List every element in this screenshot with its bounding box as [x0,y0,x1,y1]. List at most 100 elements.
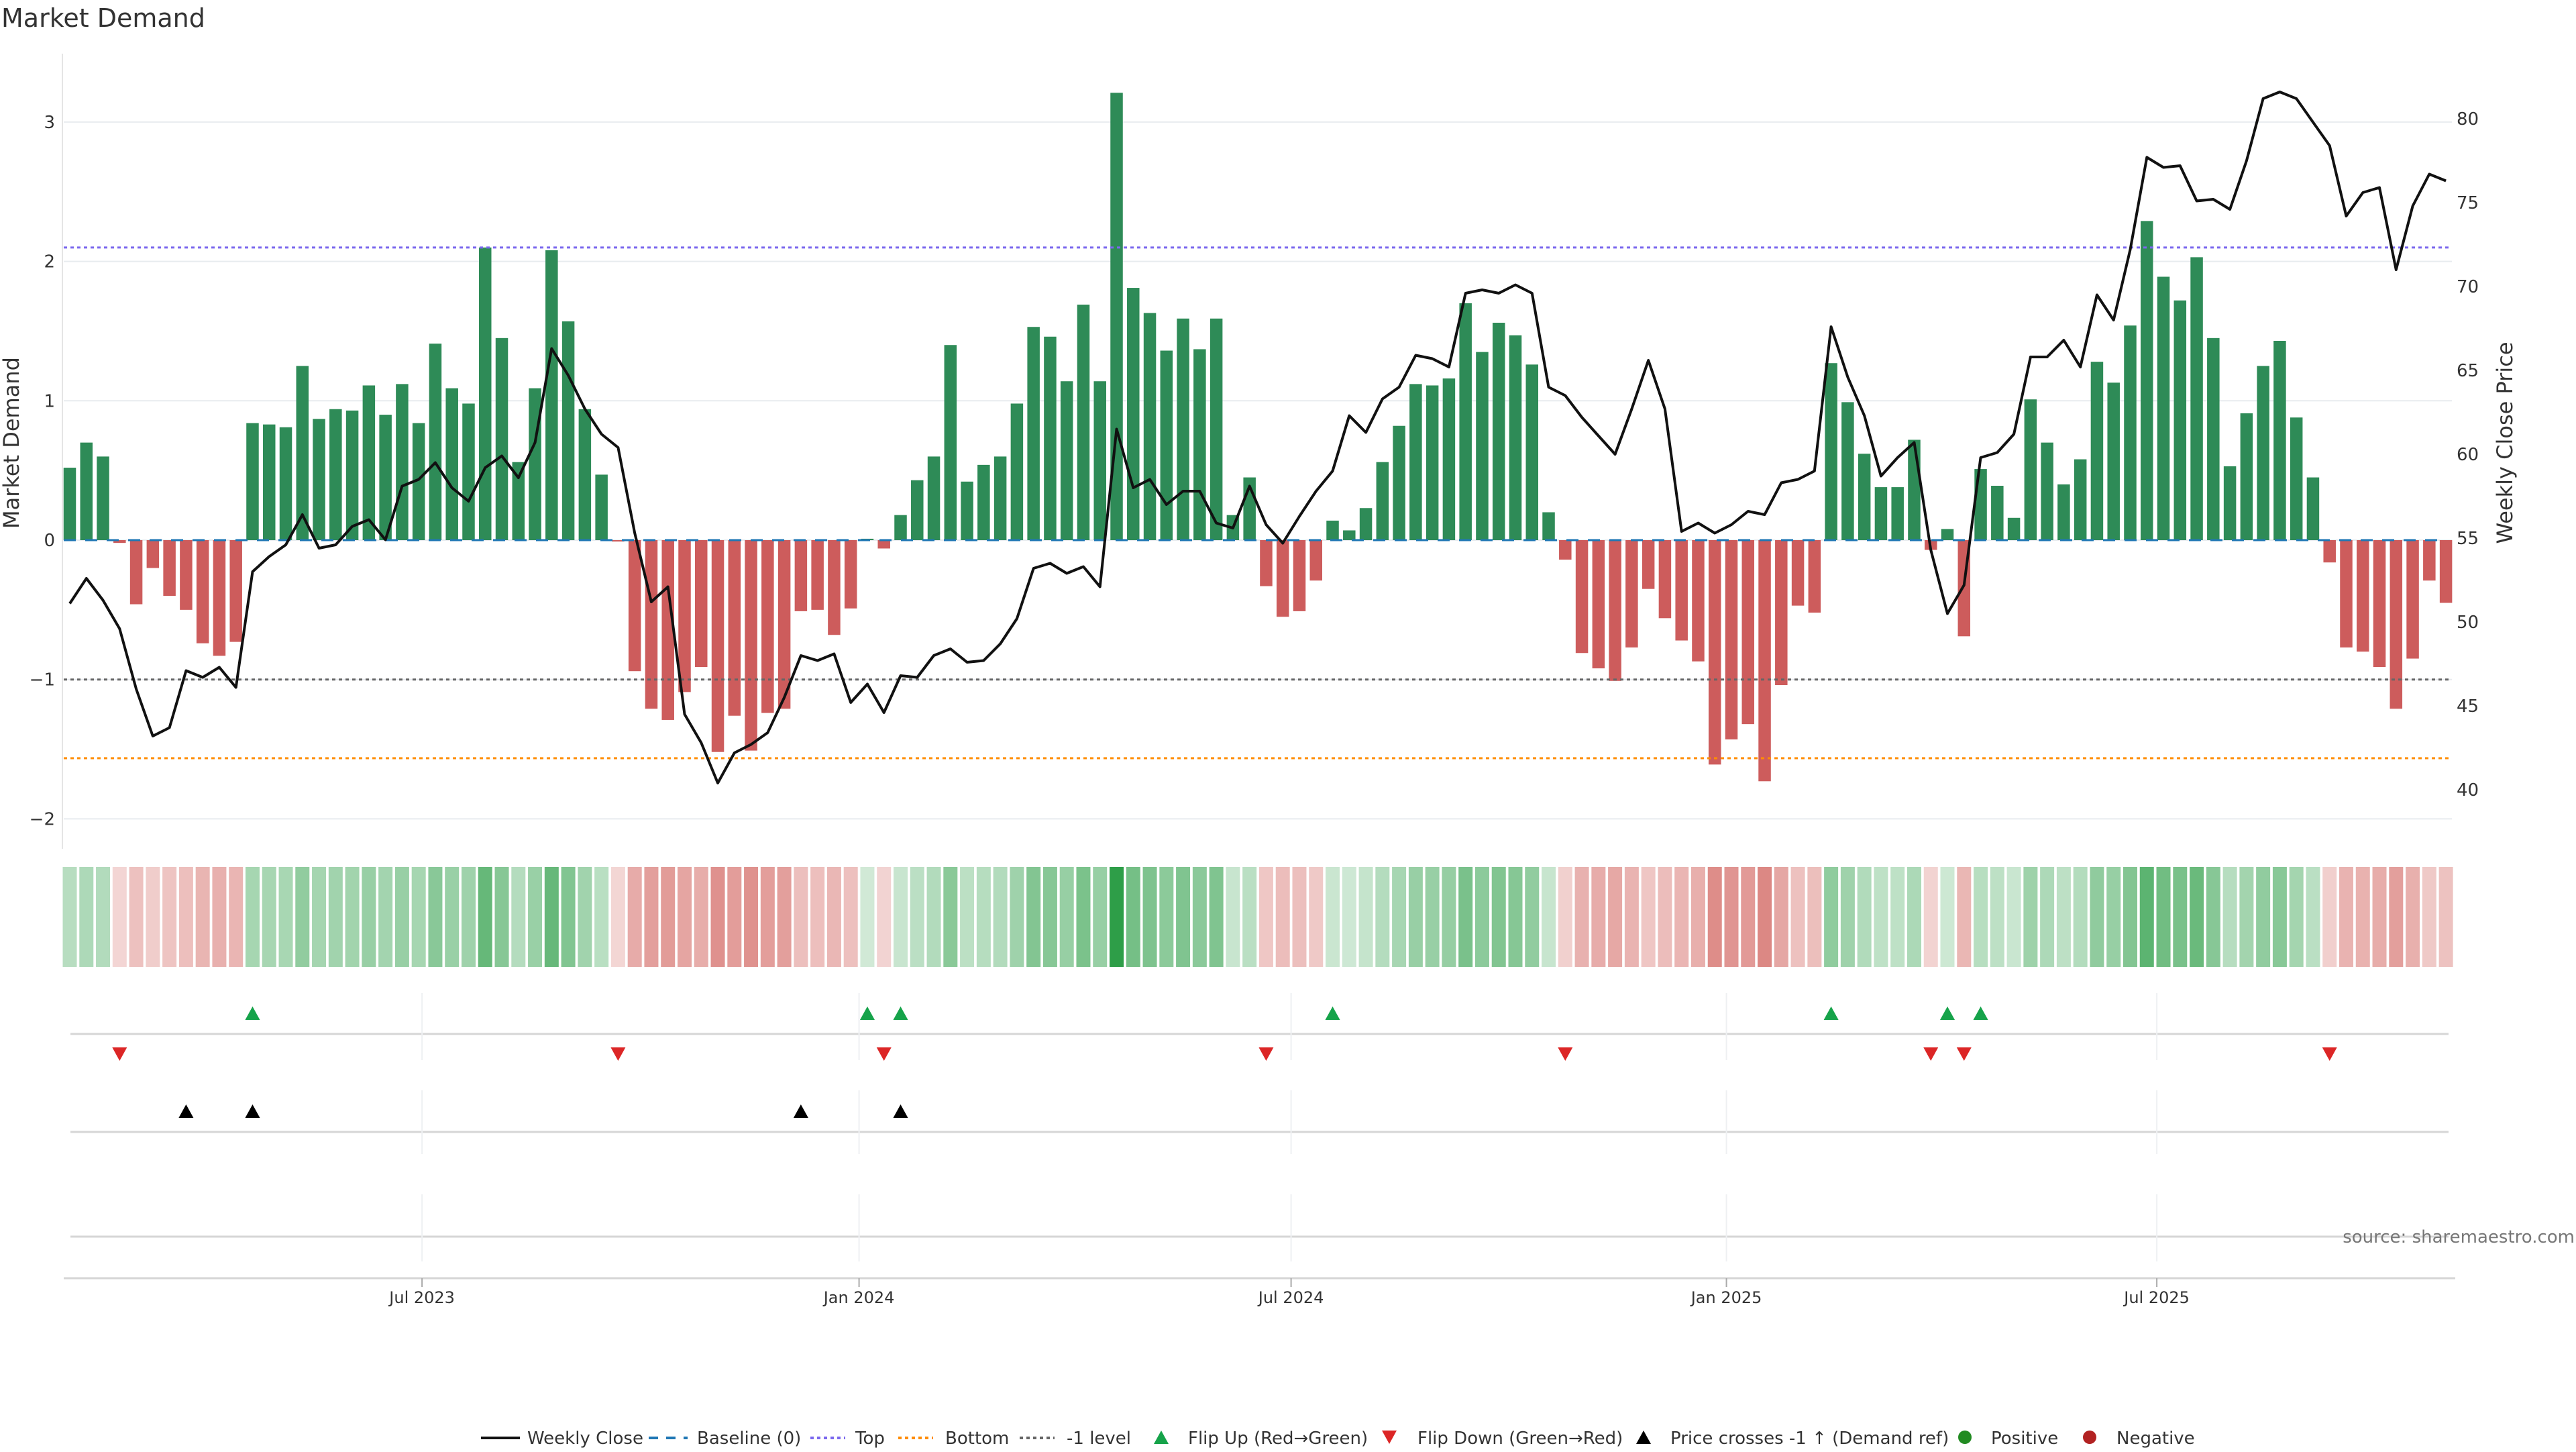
heatmap-cell [1774,867,1788,967]
left-axis-label: Market Demand [0,357,24,529]
heatmap-cell [1408,867,1423,967]
flip-up-marker [245,1006,260,1020]
negative-demand-bar [711,540,724,752]
heatmap-cell [1142,867,1157,967]
negative-demand-bar [811,540,824,610]
positive-demand-bar [1393,425,1405,540]
positive-demand-bar [578,409,592,540]
negative-demand-bar [1658,540,1672,619]
positive-demand-bar [2157,276,2170,540]
positive-demand-bar [1492,322,1505,540]
heatmap-cell [1458,867,1473,967]
positive-demand-bar [1974,469,1987,540]
heatmap-cell [178,867,193,967]
negative-demand-bar [1708,540,1721,765]
demand-bars [63,93,2453,782]
negative-demand-bar [129,540,143,605]
negative-demand-bar [1725,540,1738,740]
heatmap-cell [2139,867,2154,967]
flip-down-marker [1258,1047,1274,1061]
positive-demand-bar [1193,349,1206,540]
positive-demand-bar [412,423,425,540]
positive-demand-bar [1841,402,1854,540]
heatmap-cell [1110,867,1124,967]
legend-label: Price crosses -1 ↑ (Demand ref) [1670,1429,1949,1449]
positive-demand-bar [296,366,309,540]
heatmap-cell [627,867,642,967]
positive-demand-bar [927,456,941,540]
heatmap-cell [528,867,543,967]
heatmap-cell [2173,867,2188,967]
heatmap-cell [1525,867,1540,967]
positive-demand-bar [1459,303,1472,540]
positive-demand-bar [2223,466,2237,540]
flip-up-marker [893,1006,908,1020]
flip-down-marker [876,1047,892,1061]
heatmap-cell [1591,867,1606,967]
flip-down-marker [610,1047,626,1061]
positive-demand-bar [1359,508,1373,540]
heatmap-cell [212,867,227,967]
heatmap-cell [245,867,260,967]
heatmap-cell [195,867,210,967]
positive-demand-bar [1442,378,1456,540]
heatmap-cell [1707,867,1722,967]
positive-demand-bar [329,409,342,540]
heatmap-cell [1857,867,1872,967]
heatmap-cell [1724,867,1739,967]
heatmap-cell [1758,867,1772,967]
heatmap-cell [1491,867,1506,967]
heatmap-cell [877,867,892,967]
heatmap-cell [1923,867,1938,967]
heatmap-cell [229,867,244,967]
heatmap-cell [1690,867,1705,967]
heatmap-cell [1010,867,1024,967]
negative-demand-bar [1276,540,1289,617]
positive-demand-bar [2174,300,2187,540]
positive-demand-bar [1077,304,1090,540]
flip-up-marker [1940,1006,1955,1020]
positive-demand-bar [2041,442,2053,540]
negative-demand-bar [1309,540,1322,581]
heatmap-cell [62,867,77,967]
flip-up-marker [1823,1006,1839,1020]
heatmap-cell [544,867,559,967]
heatmap-cell [2438,867,2453,967]
heatmap-cell [1192,867,1207,967]
legend-negative-icon [2083,1431,2096,1444]
positive-demand-bar [1027,327,1040,540]
negative-demand-bar [728,540,741,716]
heatmap-cell [894,867,908,967]
heatmap-cell [943,867,958,967]
heatmap-cell [2355,867,2370,967]
positive-demand-bar [1127,288,1140,540]
heatmap-cell [445,867,460,967]
heatmap-cell [594,867,609,967]
flip-down-marker [112,1047,127,1061]
heatmap-cell [278,867,293,967]
heatmap-cell [478,867,492,967]
weekly-close-line [68,91,2447,784]
heatmap-cell [1442,867,1456,967]
heatmap-cell [2222,867,2237,967]
heatmap-cell [96,867,111,967]
heatmap-cell [1790,867,1805,967]
heatmap-cell [494,867,509,967]
negative-demand-bar [661,540,674,720]
negative-demand-bar [196,540,209,643]
heatmap-cell [993,867,1008,967]
heatmap-cell [1226,867,1240,967]
positive-demand-bar [2207,338,2220,540]
heatmap-cell [2090,867,2104,967]
heatmap-cell [312,867,327,967]
heatmap-cell [79,867,94,967]
positive-demand-bar [1908,439,1921,540]
heatmap-cell [2106,867,2121,967]
positive-demand-bar [1376,462,1389,540]
flip-down-marker [1923,1047,1939,1061]
price-cross-marker [793,1104,808,1118]
negative-demand-bar [180,540,193,610]
positive-demand-bar [2141,221,2153,540]
positive-demand-bar [2007,517,2021,540]
heatmap-cell [1558,867,1572,967]
